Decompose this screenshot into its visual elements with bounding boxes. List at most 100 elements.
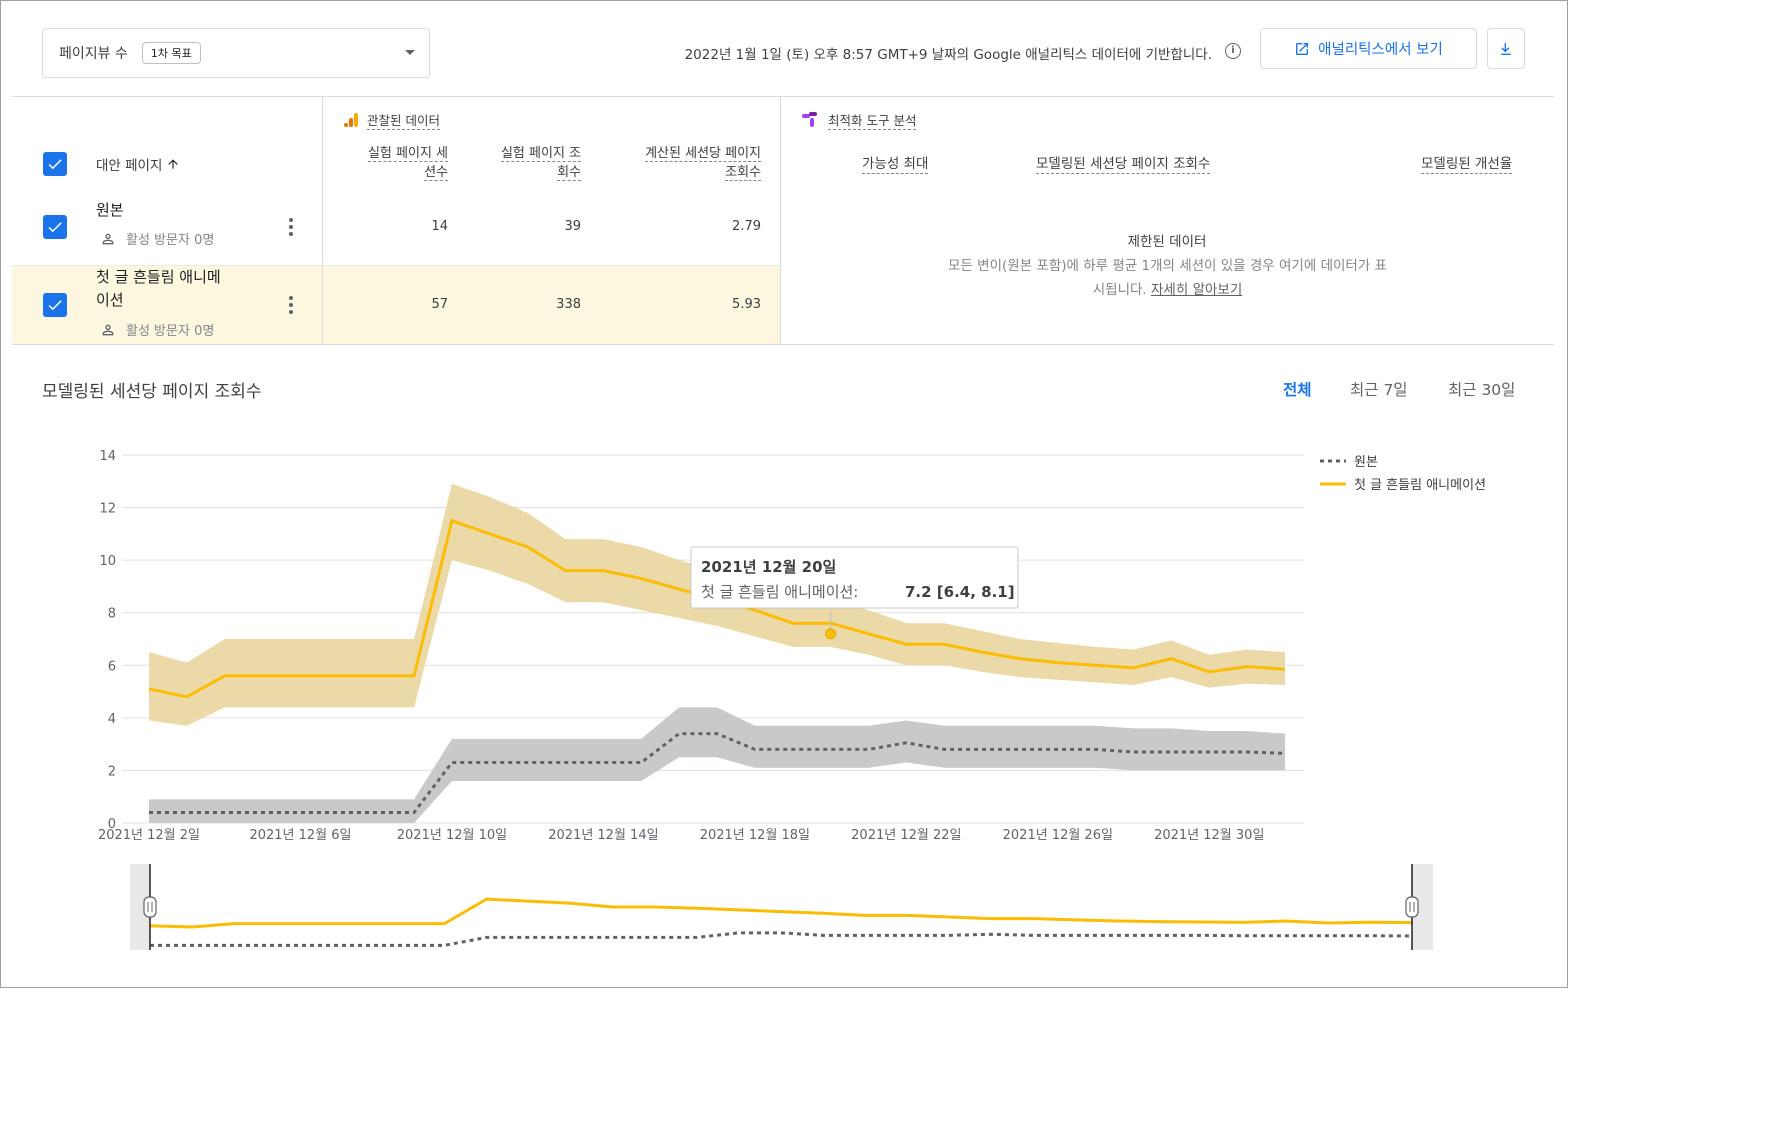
limited-data-title: 제한된 데이터 [1127, 234, 1207, 250]
row-checkbox-original[interactable] [43, 215, 67, 239]
modeled-improvement-header[interactable]: 모델링된 개선율 [1421, 156, 1513, 174]
open-in-analytics-button[interactable]: 애널리틱스에서 보기 [1260, 28, 1477, 69]
y-tick-label: 10 [99, 554, 116, 569]
analytics-logo-icon [344, 113, 358, 127]
limited-desc-line2: 시됩니다. [1092, 282, 1147, 298]
modeled-pageviews-header[interactable]: 모델링된 세션당 페이지 조회수 [1036, 156, 1211, 174]
goal-chip: 1차 목표 [141, 42, 201, 64]
navigator-right-handle[interactable] [1405, 896, 1419, 918]
active-visitors-label: 활성 방문자 0명 [126, 233, 215, 248]
y-tick-label: 4 [108, 712, 116, 727]
per-session-cell: 5.93 [732, 297, 761, 312]
navigator-left-handle[interactable] [143, 896, 157, 918]
optimizer-analysis-title: 최적화 도구 분석 [828, 110, 917, 130]
pageviews-column-header[interactable]: 실험 페이지 조 회수 [470, 144, 581, 182]
variant-name-line1: 첫 글 흔들림 애니메 [96, 268, 221, 286]
navigator-line-original [150, 931, 1413, 947]
sessions-header-line1: 실험 페이지 세 [367, 146, 448, 162]
pageviews-header-line1: 실험 페이지 조 [500, 146, 581, 162]
y-tick-label: 0 [108, 817, 116, 832]
x-tick-label: 2021년 12월 22일 [851, 828, 961, 843]
limited-desc-line1: 모든 변이(원본 포함)에 하루 평균 1개의 세션이 있을 경우 여기에 데이… [948, 258, 1387, 274]
navigator-line-variant [149, 897, 1413, 929]
y-tick-label: 6 [108, 659, 116, 674]
selected-row-highlight [12, 266, 781, 344]
open-in-new-icon [1296, 42, 1309, 55]
per-session-header-line2: 조회수 [725, 165, 761, 181]
more-vert-icon[interactable] [289, 218, 293, 236]
check-icon [48, 300, 62, 311]
probability-best-header[interactable]: 가능성 최대 [862, 156, 929, 174]
table-top-divider [12, 96, 1554, 97]
person-icon [102, 324, 114, 335]
variant-name-shake-animation: 첫 글 흔들림 애니메 이션 [96, 266, 221, 312]
active-visitors: 활성 방문자 0명 [100, 320, 214, 339]
range-navigator-window [150, 864, 1412, 950]
download-icon [1501, 42, 1511, 55]
learn-more-link[interactable]: 자세히 알아보기 [1151, 282, 1243, 298]
line-chart: 0 2 4 6 8 10 12 14 2021년 12월 2일 2021년 12월 6일 2021년… [98, 449, 1486, 950]
observed-data-section: 관찰된 데이터 [343, 110, 440, 130]
page-frame [0, 0, 1568, 988]
y-tick-label: 8 [108, 607, 116, 622]
variant-name-line2: 이션 [96, 291, 124, 309]
per-session-header-line1: 계산된 세션당 페이지 [645, 146, 761, 162]
x-tick-label: 2021년 12월 10일 [397, 828, 507, 843]
legend-label-variant: 첫 글 흔들림 애니메이션 [1354, 478, 1486, 493]
metric-dropdown[interactable]: 페이지뷰 수 1차 목표 [42, 28, 430, 78]
download-button[interactable] [1487, 28, 1525, 69]
optimizer-analysis-section: 최적화 도구 분석 [802, 110, 917, 130]
more-vert-icon[interactable] [289, 296, 293, 314]
row-divider [12, 265, 781, 266]
variant-name-original: 원본 [96, 201, 124, 219]
info-icon[interactable]: i [1225, 43, 1241, 59]
sessions-column-header[interactable]: 실험 페이지 세 션수 [340, 144, 448, 182]
person-icon [102, 233, 114, 244]
active-visitors-label: 활성 방문자 0명 [126, 324, 215, 339]
data-source-note: 2022년 1월 1일 (토) 오후 8:57 GMT+9 날짜의 Google… [684, 47, 1212, 63]
check-icon [48, 159, 62, 170]
tab-last-30-days[interactable]: 최근 30일 [1448, 381, 1516, 399]
arrow-up-icon [168, 159, 179, 169]
tab-last-7-days[interactable]: 최근 7일 [1350, 381, 1408, 399]
optimize-logo-icon [802, 112, 817, 127]
y-tick-label: 2 [108, 764, 116, 779]
per-session-cell: 2.79 [732, 219, 761, 234]
legend-label-original: 원본 [1354, 455, 1378, 470]
x-tick-label: 2021년 12월 6일 [249, 828, 351, 843]
metric-label: 페이지뷰 수 [59, 46, 128, 62]
series-line-original [149, 732, 1286, 814]
tooltip-series-label: 첫 글 흔들림 애니메이션: [701, 583, 858, 601]
observed-data-title: 관찰된 데이터 [367, 110, 440, 130]
x-tick-label: 2021년 12월 14일 [548, 828, 658, 843]
pageviews-cell: 39 [564, 219, 581, 234]
active-visitors: 활성 방문자 0명 [100, 229, 214, 248]
select-all-checkbox[interactable] [43, 152, 67, 176]
x-tick-label: 2021년 12월 26일 [1003, 828, 1113, 843]
chevron-down-icon [405, 50, 415, 55]
table-bottom-divider [12, 344, 1554, 345]
tooltip-box [690, 546, 1019, 609]
column-divider [322, 97, 323, 344]
tab-all[interactable]: 전체 [1283, 381, 1312, 399]
variant-column-label: 대안 페이지 [96, 158, 163, 174]
chart-title: 모델링된 세션당 페이지 조회수 [42, 382, 262, 402]
x-tick-label: 2021년 12월 2일 [98, 828, 200, 843]
x-tick-label: 2021년 12월 30일 [1154, 828, 1264, 843]
hovered-data-point [825, 628, 837, 640]
sessions-cell: 14 [431, 219, 448, 234]
confidence-band-original [149, 707, 1285, 823]
column-divider [780, 97, 781, 344]
variant-column-header[interactable]: 대안 페이지 [96, 154, 180, 174]
pageviews-header-line2: 회수 [557, 165, 581, 181]
limited-data-description: 모든 변이(원본 포함)에 하루 평균 1개의 세션이 있을 경우 여기에 데이… [895, 254, 1440, 302]
tooltip-value: 7.2 [6.4, 8.1] [905, 583, 1015, 601]
check-icon [48, 222, 62, 233]
open-in-analytics-label: 애널리틱스에서 보기 [1318, 42, 1443, 58]
y-tick-label: 12 [99, 502, 116, 517]
pageviews-cell: 338 [556, 297, 581, 312]
sessions-cell: 57 [431, 297, 448, 312]
tooltip-date: 2021년 12월 20일 [701, 558, 836, 576]
per-session-column-header[interactable]: 계산된 세션당 페이지 조회수 [600, 144, 761, 182]
row-checkbox-variant[interactable] [43, 293, 67, 317]
